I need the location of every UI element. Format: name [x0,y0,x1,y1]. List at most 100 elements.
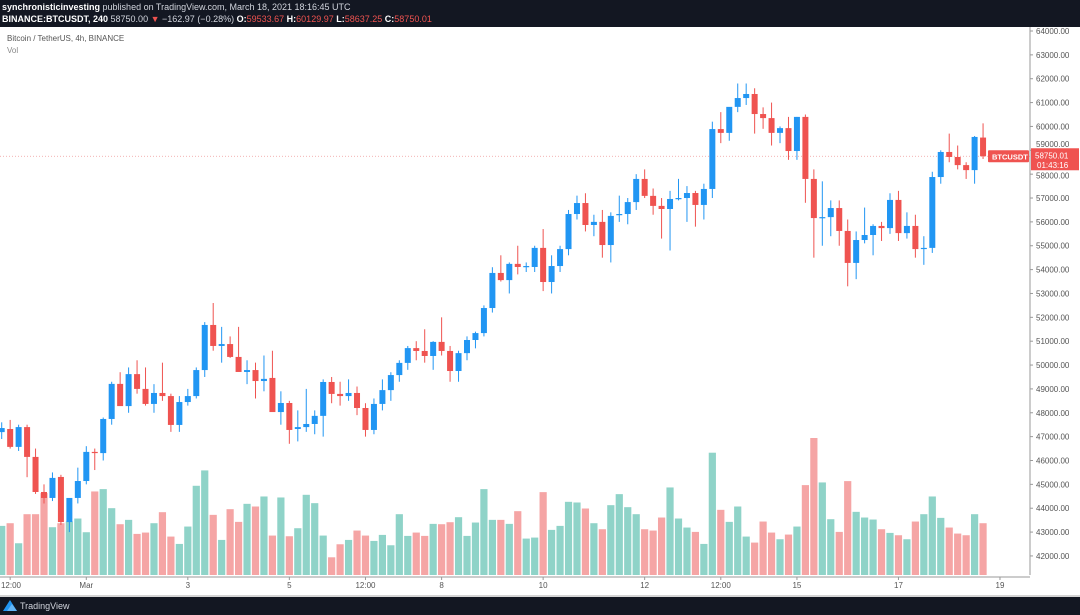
published-text: published on TradingView.com, March 18, … [102,2,351,12]
volume-bar [531,537,539,575]
publisher-name[interactable]: synchronisticinvesting [2,2,101,12]
candle-body [743,93,750,99]
candle-body [887,199,893,229]
candle [683,186,690,222]
volume-bar [260,496,268,575]
volume-bar [353,530,361,575]
price-tag-countdown: 01:43:16 [1037,161,1069,170]
candle-body [210,324,217,346]
price-tick-label: 59000.00 [1036,140,1070,149]
volume-bars [0,438,987,575]
time-tick-label: 10 [539,581,548,590]
candle-body [430,341,437,356]
candle-body [870,225,877,236]
candle [294,410,301,442]
volume-bar [666,487,674,575]
candle [193,367,200,399]
low-value: 58637.25 [344,14,383,24]
candle [142,367,149,406]
volume-bar [74,518,82,575]
candle-body [853,240,860,263]
price-tick-label: 52000.00 [1036,313,1070,322]
time-tick-label: 12:00 [711,581,732,590]
candle-body [903,225,910,234]
candle-body [946,151,953,157]
price-tick-label: 45000.00 [1036,480,1070,489]
candle [438,317,445,356]
candle [489,267,496,313]
tradingview-logo[interactable]: TradingView [3,600,70,611]
volume-bar [268,535,277,575]
candle [379,379,386,411]
candle [971,135,978,184]
candle-body [303,423,310,428]
candle-body [91,451,98,454]
candle [362,403,369,437]
candle [277,391,284,425]
candle-body [489,272,496,309]
candle [387,372,394,401]
candle [354,386,361,416]
candle-body [464,339,470,354]
volume-bar [657,517,666,575]
volume-bar [99,489,107,575]
candle [887,193,893,234]
candle [861,207,868,244]
volume-bar [6,523,14,575]
candle-body [650,195,657,206]
volume-bar [928,496,936,575]
candle-body [548,266,555,283]
candle [100,417,107,461]
candlestick-chart[interactable]: 64000.00 63000.00 62000.00 61000.00 60000.00… [0,27,1080,597]
price-tick-label: 60000.00 [1036,122,1070,131]
candle-body [709,129,716,189]
candle-body [506,263,513,281]
volume-bar [497,519,505,575]
candle-body [633,178,640,203]
volume-bar [319,535,327,575]
volume-bar [911,521,919,575]
volume-bar [277,497,285,575]
candle-body [971,136,978,171]
volume-bar [861,517,869,575]
candle-body [167,396,174,425]
volume-bar [175,543,183,575]
candle [421,329,428,363]
volume-bar [615,494,623,575]
volume-bar [454,517,463,575]
volume-bar [378,534,386,575]
volume-bar [971,514,979,575]
volume-bar [446,522,454,575]
candle [260,355,267,392]
candle-body [802,116,809,179]
candle-body [590,221,597,225]
candle [83,446,90,485]
candle-body [117,383,124,407]
candle [24,424,31,478]
candle-body [286,402,293,430]
candle-body [573,203,580,215]
price-tick-label: 58000.00 [1036,171,1070,180]
candle-body [447,350,454,372]
candle-body [667,198,674,210]
candle [57,474,64,525]
volume-bar [116,524,124,575]
candle-body [421,350,428,356]
candle-body [616,214,623,216]
candle [785,116,792,160]
price-tick-label: 57000.00 [1036,194,1070,203]
volume-bar [192,485,200,575]
close-label: C: [384,14,395,24]
candle-body [895,199,902,234]
candle-body [980,137,987,157]
candle [430,341,437,370]
candle [497,255,504,282]
time-tick-label: 5 [287,581,292,590]
volume-bar [539,492,547,575]
volume-bar [234,521,243,575]
volume-bar [945,527,953,575]
candle-body [294,427,301,429]
candle [396,360,403,382]
volume-bar [480,489,488,575]
candle [743,83,750,105]
